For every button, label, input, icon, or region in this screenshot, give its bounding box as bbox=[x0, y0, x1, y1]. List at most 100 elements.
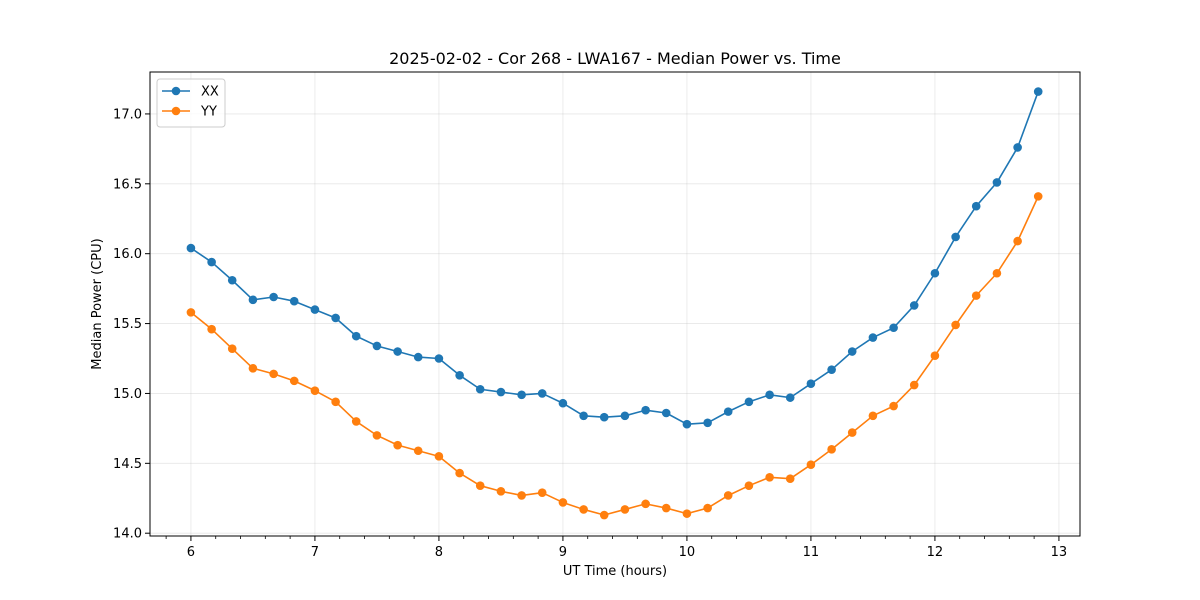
data-point-yy bbox=[186, 308, 196, 317]
data-point-yy bbox=[785, 474, 795, 483]
y-tick-label: 16.5 bbox=[113, 177, 142, 192]
data-point-xx bbox=[227, 275, 237, 285]
data-point-xx bbox=[971, 201, 981, 211]
data-point-xx bbox=[269, 292, 278, 302]
data-point-yy bbox=[372, 431, 382, 440]
data-point-yy bbox=[393, 440, 402, 450]
data-point-yy bbox=[310, 386, 320, 395]
y-tick-label: 14.0 bbox=[113, 527, 142, 542]
data-point-yy bbox=[1033, 192, 1043, 201]
data-point-yy bbox=[641, 499, 650, 509]
legend-label-yy: YY bbox=[200, 105, 217, 120]
data-point-xx bbox=[558, 398, 568, 408]
legend-label-xx: XX bbox=[201, 85, 219, 100]
x-tick-label: 6 bbox=[187, 545, 195, 560]
data-point-xx bbox=[537, 389, 547, 398]
data-point-xx bbox=[1033, 87, 1043, 96]
data-point-yy bbox=[703, 503, 712, 513]
data-point-yy bbox=[827, 445, 836, 454]
data-point-xx bbox=[289, 296, 299, 306]
data-point-yy bbox=[661, 503, 671, 513]
data-point-yy bbox=[723, 491, 733, 500]
data-point-yy bbox=[909, 380, 919, 390]
y-tick-label: 15.5 bbox=[113, 317, 142, 332]
data-point-yy bbox=[889, 401, 898, 411]
y-axis-label: Median Power (CPU) bbox=[90, 238, 105, 369]
data-point-yy bbox=[227, 344, 237, 354]
data-point-xx bbox=[207, 257, 216, 267]
data-point-xx bbox=[331, 313, 340, 323]
data-point-yy bbox=[207, 324, 216, 334]
data-point-yy bbox=[765, 473, 774, 482]
data-point-xx bbox=[930, 268, 940, 278]
data-point-xx bbox=[723, 407, 733, 416]
data-point-yy bbox=[248, 363, 258, 373]
data-point-xx bbox=[661, 408, 671, 418]
data-point-yy bbox=[744, 481, 754, 490]
plot-frame bbox=[149, 71, 1081, 537]
data-point-xx bbox=[310, 305, 320, 314]
y-tick-label: 16.0 bbox=[113, 247, 142, 262]
data-point-yy bbox=[847, 428, 857, 437]
data-point-xx bbox=[703, 418, 712, 428]
data-point-xx bbox=[868, 333, 878, 342]
data-point-yy bbox=[413, 446, 423, 456]
data-point-xx bbox=[847, 347, 857, 356]
data-point-xx bbox=[641, 405, 650, 415]
data-point-yy bbox=[434, 452, 444, 461]
data-point-xx bbox=[372, 341, 382, 351]
data-point-xx bbox=[909, 301, 919, 310]
data-point-xx bbox=[455, 370, 464, 380]
data-point-xx bbox=[951, 232, 960, 242]
x-tick-label: 13 bbox=[1051, 545, 1068, 560]
data-point-xx bbox=[744, 397, 754, 407]
series-layer bbox=[186, 87, 1043, 520]
data-point-xx bbox=[413, 352, 423, 362]
data-point-xx bbox=[248, 295, 258, 305]
y-tick-label: 15.0 bbox=[113, 387, 142, 402]
data-point-xx bbox=[475, 384, 485, 394]
data-point-yy bbox=[289, 376, 299, 386]
data-point-xx bbox=[393, 347, 402, 356]
data-point-yy bbox=[579, 505, 588, 514]
data-point-yy bbox=[351, 417, 361, 426]
x-tick-label: 11 bbox=[803, 545, 820, 560]
x-tick-label: 7 bbox=[311, 545, 319, 560]
data-point-yy bbox=[599, 510, 609, 520]
data-point-yy bbox=[682, 509, 692, 518]
chart-title: 2025-02-02 - Cor 268 - LWA167 - Median P… bbox=[389, 49, 841, 68]
data-point-xx bbox=[579, 411, 588, 421]
axes: 6 7 8 9 10 11 12 13 14.0 14.5 15.0 15.5 16.0 16.5 17.0 bbox=[113, 107, 1067, 560]
data-point-xx bbox=[599, 412, 609, 422]
data-point-xx bbox=[1013, 143, 1022, 152]
x-tick-label: 8 bbox=[435, 545, 443, 560]
data-point-xx bbox=[992, 178, 1002, 187]
data-point-xx bbox=[765, 390, 774, 400]
grid bbox=[150, 72, 1080, 536]
x-tick-label: 10 bbox=[679, 545, 696, 560]
data-point-yy bbox=[269, 369, 278, 379]
data-point-yy bbox=[331, 397, 340, 407]
data-point-yy bbox=[537, 488, 547, 497]
data-point-yy bbox=[806, 460, 816, 470]
data-point-yy bbox=[475, 481, 485, 490]
data-point-xx bbox=[434, 354, 444, 363]
data-point-yy bbox=[517, 491, 526, 500]
data-point-yy bbox=[930, 351, 940, 361]
data-point-yy bbox=[1013, 236, 1022, 246]
data-point-yy bbox=[868, 411, 878, 421]
data-point-yy bbox=[496, 486, 506, 496]
legend-marker-xx bbox=[171, 86, 181, 96]
legend: XX YY bbox=[156, 78, 226, 128]
data-point-xx bbox=[827, 365, 836, 374]
data-point-xx bbox=[682, 419, 692, 429]
data-point-xx bbox=[517, 390, 526, 400]
data-point-yy bbox=[992, 268, 1002, 278]
data-point-xx bbox=[806, 379, 816, 388]
y-tick-label: 17.0 bbox=[113, 107, 142, 122]
data-point-xx bbox=[186, 243, 196, 253]
x-tick-label: 12 bbox=[927, 545, 944, 560]
legend-marker-yy bbox=[171, 106, 181, 116]
data-point-yy bbox=[971, 291, 981, 300]
